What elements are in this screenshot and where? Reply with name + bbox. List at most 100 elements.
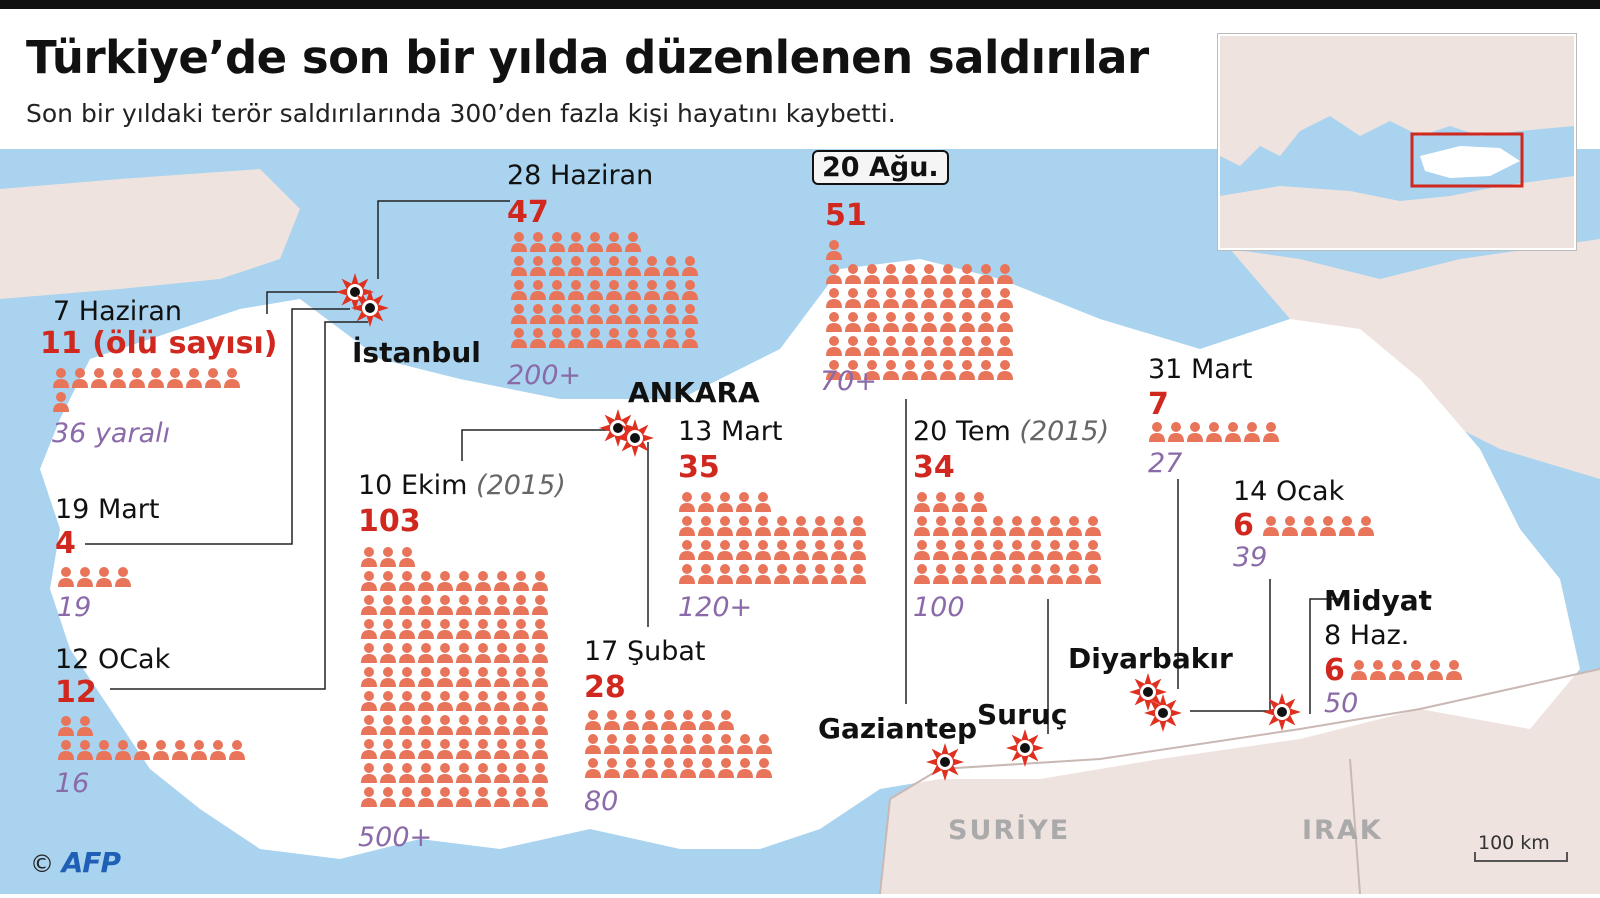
person-icon — [96, 740, 112, 760]
person-icon — [952, 516, 968, 536]
person-icon — [513, 763, 529, 783]
person-icon — [587, 256, 603, 276]
person-icon — [642, 758, 658, 778]
person-icon — [661, 758, 677, 778]
person-icon — [606, 328, 622, 348]
person-icon — [679, 564, 695, 584]
attack-date: 8 Haz. — [1324, 620, 1410, 651]
land-caucasus — [1230, 239, 1600, 479]
person-icon — [682, 328, 698, 348]
person-icon — [437, 667, 453, 687]
person-icon — [494, 763, 510, 783]
person-icon — [812, 564, 828, 584]
person-icon — [933, 516, 949, 536]
person-icon — [1389, 660, 1405, 680]
person-icon — [644, 328, 660, 348]
person-icon — [153, 740, 169, 760]
injured-count: 70+ — [820, 366, 877, 397]
attack-date-highlighted: 20 Ağu. — [812, 150, 949, 185]
person-icon — [437, 643, 453, 663]
person-icon — [511, 256, 527, 276]
death-count: 103 — [358, 504, 421, 539]
person-icon — [1028, 564, 1044, 584]
person-icon — [587, 328, 603, 348]
explosion-icon — [1144, 694, 1182, 732]
person-icon — [940, 312, 956, 332]
death-count: 12 — [55, 675, 97, 710]
person-icon — [532, 571, 548, 591]
person-icon — [1263, 422, 1279, 442]
death-count: 34 — [913, 450, 955, 485]
injured-count: 120+ — [678, 592, 753, 623]
person-icon — [418, 667, 434, 687]
person-icon — [997, 288, 1013, 308]
explosion-icon — [1263, 693, 1301, 731]
person-icon — [418, 595, 434, 615]
person-icon — [361, 571, 377, 591]
person-icon — [399, 691, 415, 711]
person-icon — [475, 763, 491, 783]
person-icon — [399, 739, 415, 759]
person-icon — [511, 280, 527, 300]
country-iraq: IRAK — [1302, 815, 1383, 846]
person-icon — [644, 304, 660, 324]
person-icon — [663, 328, 679, 348]
person-icon — [864, 288, 880, 308]
person-icon — [532, 595, 548, 615]
inset-svg — [1220, 36, 1574, 248]
person-icon — [959, 264, 975, 284]
person-icon — [680, 734, 696, 754]
victim-icon-grid — [585, 710, 772, 778]
attack-date: 28 Haziran — [507, 160, 654, 191]
person-icon — [1339, 516, 1355, 536]
person-icon — [864, 336, 880, 356]
person-icon — [1009, 540, 1025, 560]
person-icon — [883, 360, 899, 380]
city-diyarbakir: Diyarbakır — [1068, 642, 1233, 675]
victim-icon-grid — [914, 492, 1101, 584]
person-icon — [532, 619, 548, 639]
person-icon — [604, 734, 620, 754]
person-icon — [1370, 660, 1386, 680]
person-icon — [456, 715, 472, 735]
person-icon — [756, 758, 772, 778]
person-icon — [494, 691, 510, 711]
person-icon — [494, 739, 510, 759]
person-icon — [940, 264, 956, 284]
person-icon — [380, 571, 396, 591]
person-icon — [115, 740, 131, 760]
person-icon — [921, 312, 937, 332]
person-icon — [1225, 422, 1241, 442]
person-icon — [361, 691, 377, 711]
explosion-marker-icon — [350, 288, 390, 332]
victim-icons — [1350, 658, 1470, 686]
victim-icons — [360, 545, 560, 813]
person-icon — [642, 710, 658, 730]
person-icon — [1320, 516, 1336, 536]
person-icon — [625, 304, 641, 324]
person-icon — [513, 619, 529, 639]
person-icon — [698, 540, 714, 560]
person-icon — [1066, 516, 1082, 536]
person-icon — [1263, 516, 1279, 536]
victim-icons — [913, 490, 1113, 590]
person-icon — [399, 571, 415, 591]
person-icon — [456, 667, 472, 687]
person-icon — [625, 232, 641, 252]
person-icon — [737, 734, 753, 754]
person-icon — [959, 288, 975, 308]
person-icon — [475, 739, 491, 759]
attack-date: 7 Haziran — [53, 296, 183, 327]
person-icon — [437, 619, 453, 639]
person-icon — [978, 288, 994, 308]
person-icon — [642, 734, 658, 754]
person-icon — [699, 734, 715, 754]
person-icon — [623, 758, 639, 778]
victim-icon-grid — [58, 567, 131, 587]
person-icon — [1244, 422, 1260, 442]
person-icon — [997, 312, 1013, 332]
land-balkans — [0, 169, 300, 299]
death-count: 4 — [55, 526, 76, 561]
country-syria: SURİYE — [948, 815, 1071, 846]
person-icon — [718, 758, 734, 778]
